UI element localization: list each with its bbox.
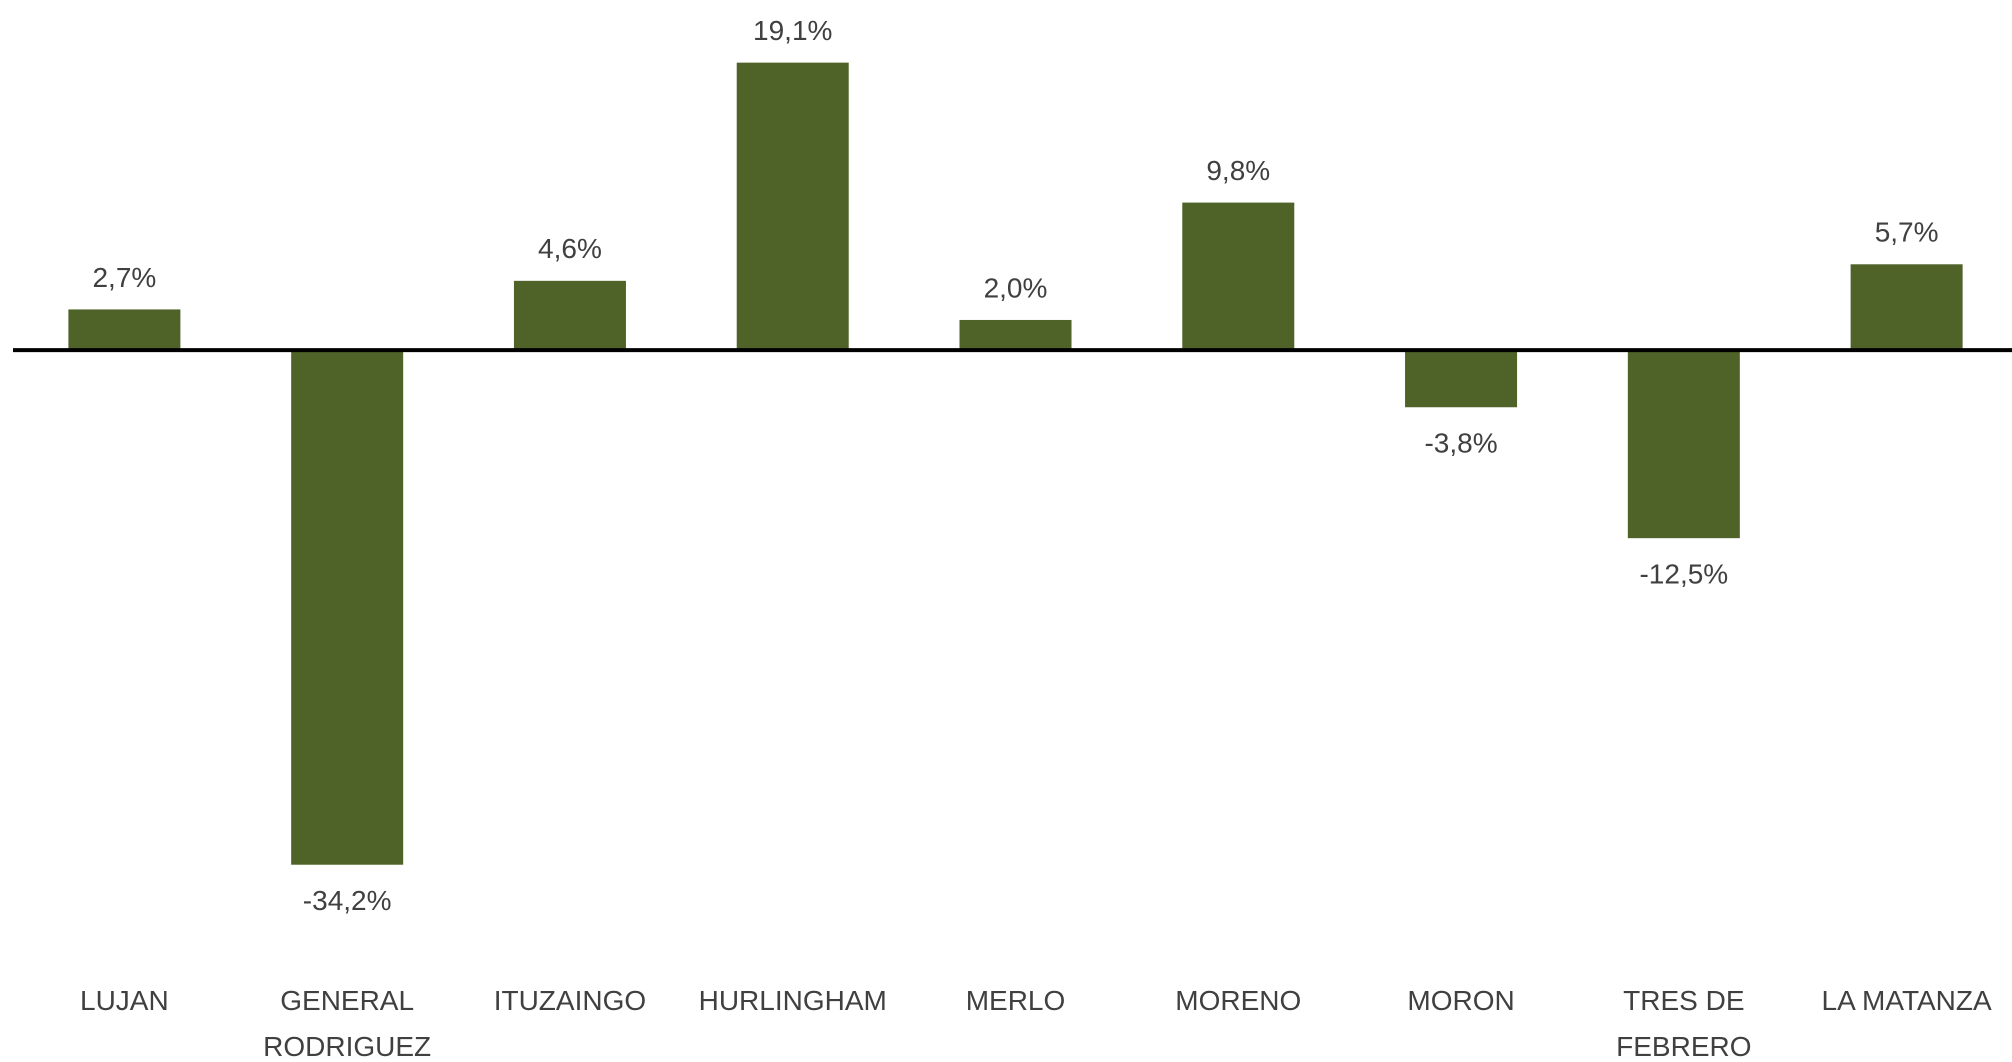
x-tick-label: GENERAL RODRIGUEZ [263, 985, 432, 1062]
value-label: 4,6% [538, 233, 602, 264]
bar [291, 350, 404, 865]
value-label: 2,0% [984, 272, 1048, 303]
bar [513, 280, 626, 351]
value-label: 2,7% [92, 262, 156, 293]
value-label: -12,5% [1639, 559, 1728, 590]
bar [1850, 264, 1963, 351]
value-label: 9,8% [1206, 155, 1270, 186]
x-tick-label: ITUZAINGO [493, 985, 647, 1016]
bar [68, 309, 181, 351]
x-tick-label: LUJAN [80, 985, 169, 1016]
bar [1405, 350, 1518, 408]
value-label: -3,8% [1424, 428, 1497, 459]
x-tick-label: HURLINGHAM [698, 985, 887, 1016]
x-tick-label: MORON [1407, 985, 1515, 1016]
x-tick-label: MERLO [965, 985, 1066, 1016]
x-tick-label: LA MATANZA [1821, 985, 1992, 1016]
value-label: -34,2% [303, 885, 392, 916]
value-label: 19,1% [753, 15, 832, 46]
bar [959, 319, 1072, 351]
bar [1627, 350, 1740, 539]
x-tick-label: MORENO [1175, 985, 1302, 1016]
value-label: 5,7% [1875, 217, 1939, 248]
bar [1182, 202, 1295, 351]
x-tick-label: TRES DE FEBRERO [1616, 985, 1752, 1062]
bar [736, 62, 849, 351]
